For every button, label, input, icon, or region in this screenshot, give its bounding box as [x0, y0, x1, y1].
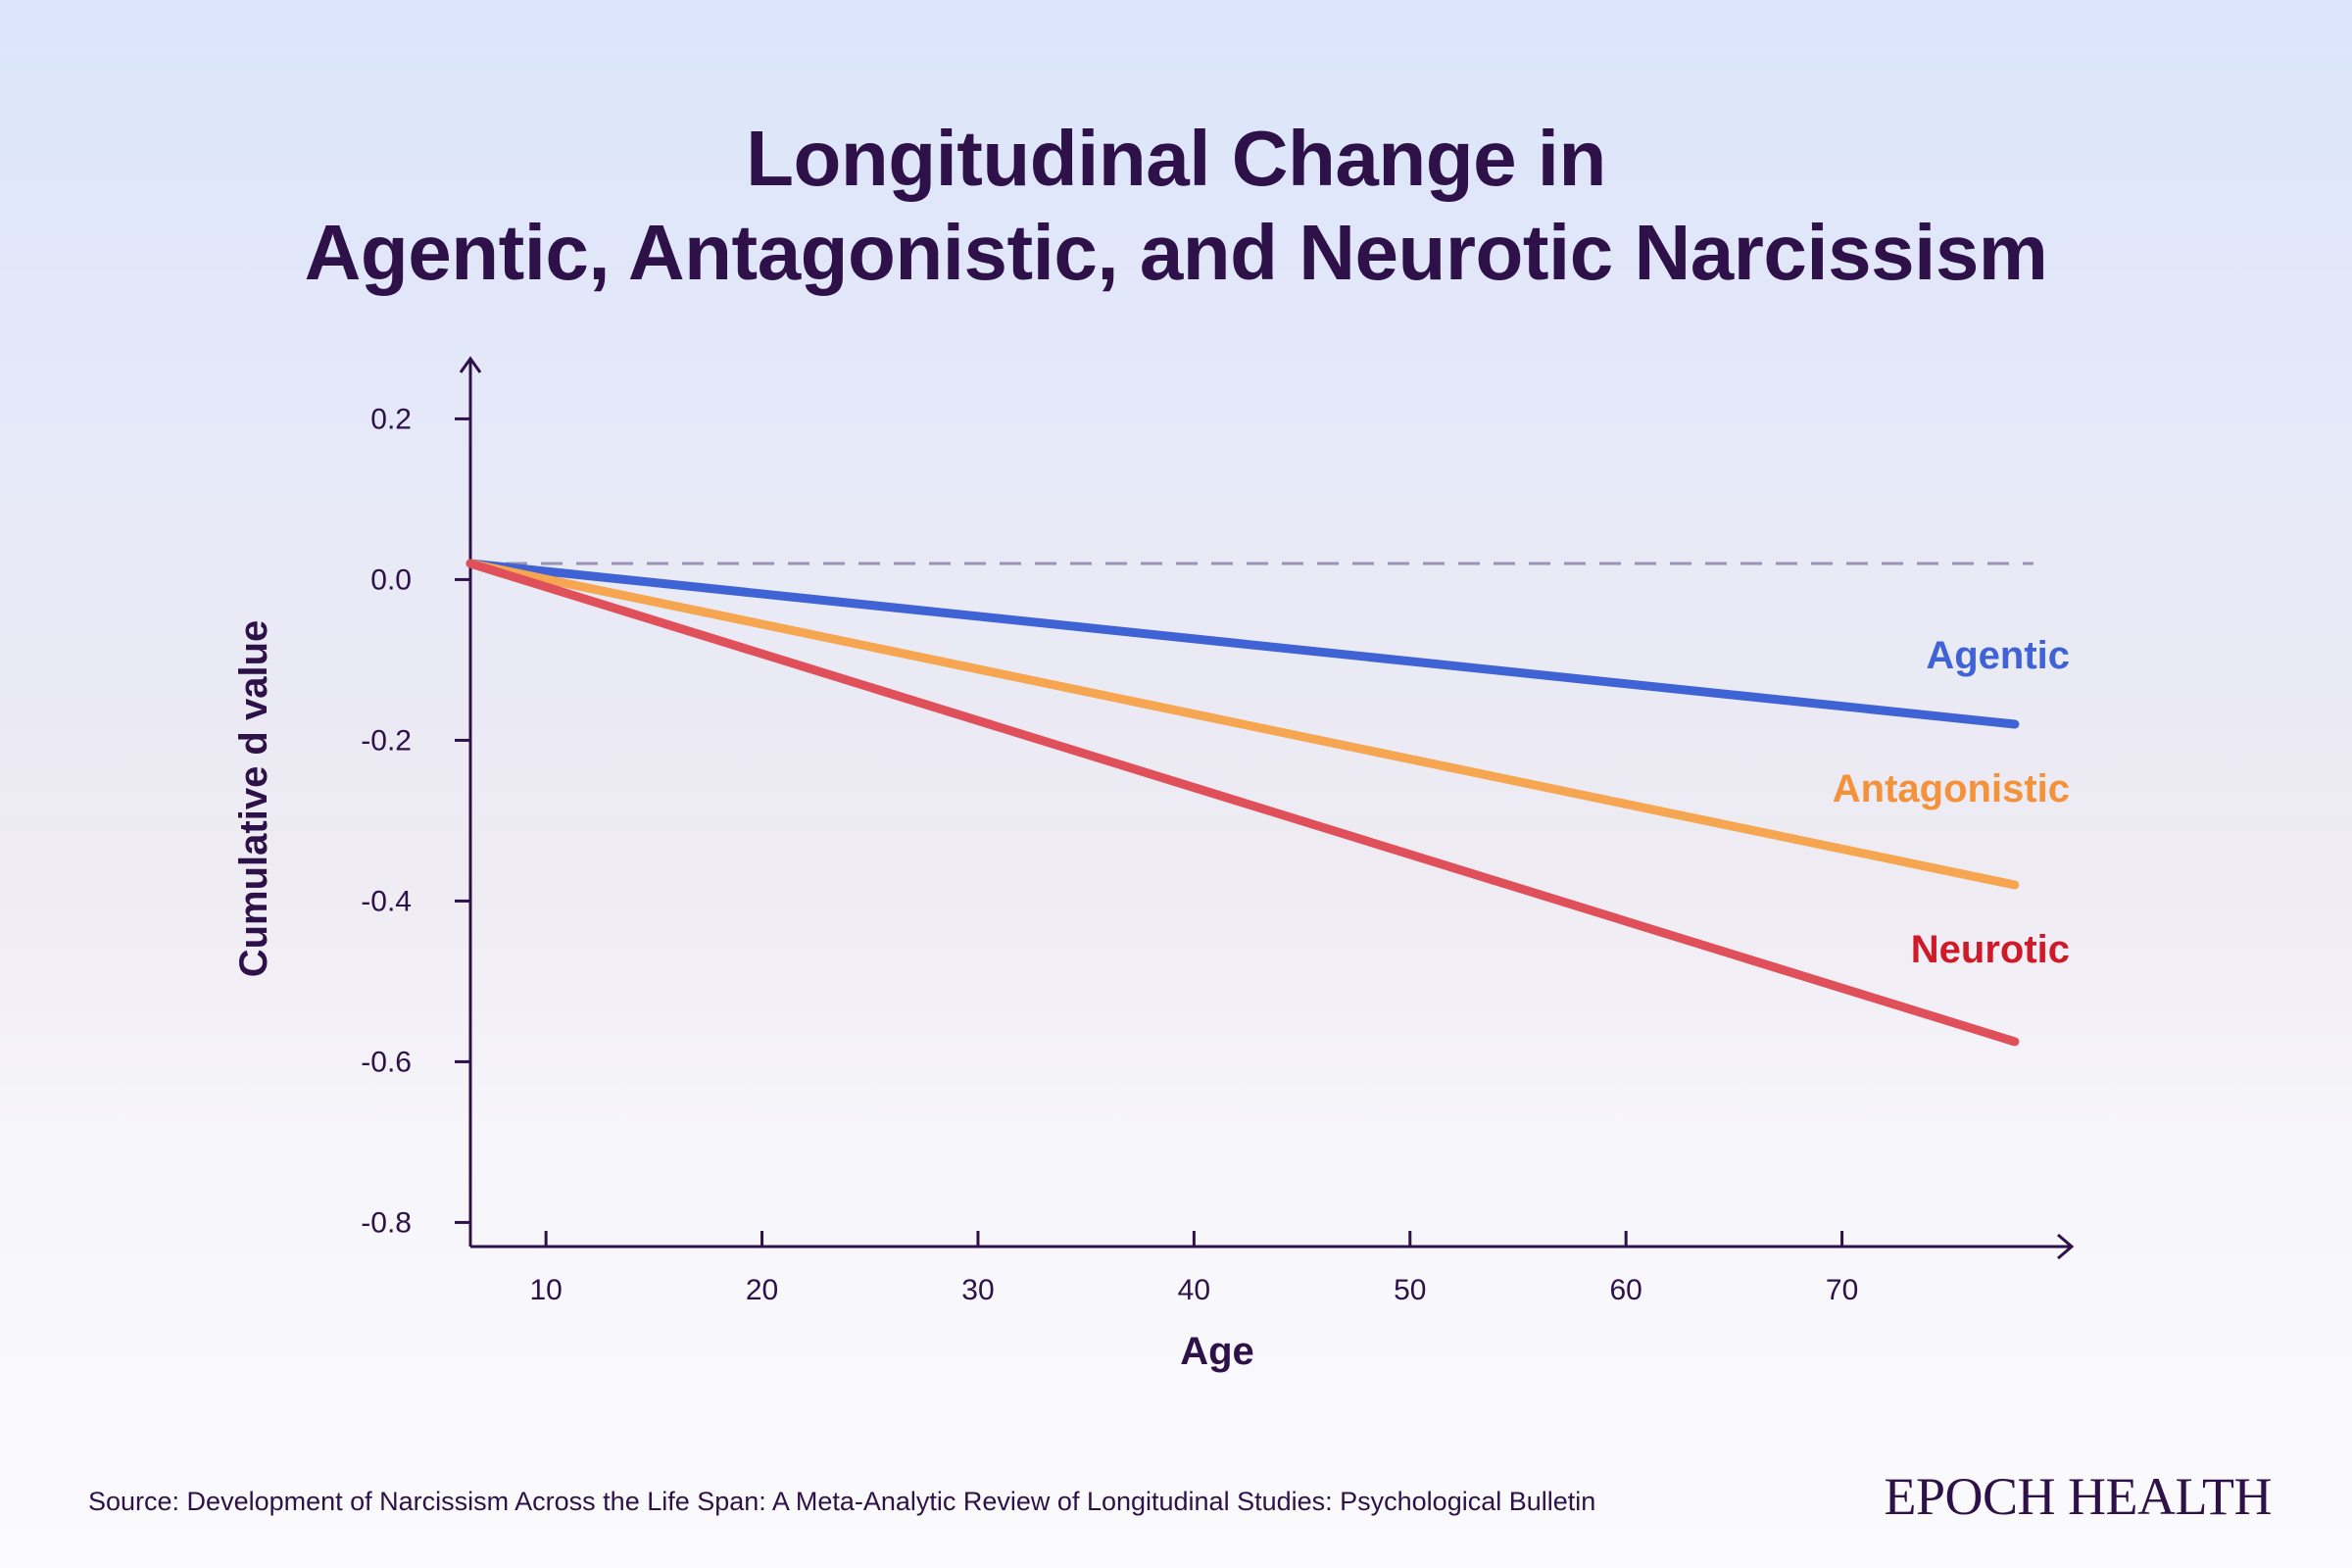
- x-tick-label: 20: [746, 1274, 778, 1306]
- y-axis-title: Cumulative d value: [232, 620, 275, 978]
- series-line-antagonistic: [466, 559, 2020, 890]
- source-note: Source: Development of Narcissism Across…: [88, 1487, 1596, 1516]
- brand-logo: EPOCH HEALTH: [1884, 1467, 2272, 1526]
- x-axis-title: Age: [1180, 1330, 1254, 1373]
- y-tick-label: -0.8: [361, 1206, 412, 1239]
- chart-title-line-1: Longitudinal Change in: [746, 115, 1606, 202]
- y-tick-label: 0.0: [370, 564, 412, 596]
- x-tick-label: 60: [1609, 1274, 1642, 1306]
- x-tick-label: 10: [529, 1274, 562, 1306]
- x-tick-label: 40: [1178, 1274, 1210, 1306]
- series-label-neurotic: Neurotic: [1911, 928, 2070, 971]
- y-tick-label: 0.2: [370, 403, 412, 435]
- y-axis-arrow: [459, 356, 482, 373]
- series-label-antagonistic: Antagonistic: [1833, 767, 2070, 810]
- x-tick-label: 50: [1394, 1274, 1426, 1306]
- series-line-agentic: [466, 559, 2020, 729]
- x-tick-label: 70: [1826, 1274, 1858, 1306]
- chart-title-line-2: Agentic, Antagonistic, and Neurotic Narc…: [304, 209, 2048, 296]
- series-label-agentic: Agentic: [1926, 634, 2070, 677]
- y-tick-label: -0.6: [361, 1046, 412, 1078]
- x-axis-arrow: [2057, 1233, 2075, 1260]
- x-tick-label: 30: [961, 1274, 994, 1306]
- y-tick-label: -0.2: [361, 724, 412, 757]
- y-tick-label: -0.4: [361, 885, 412, 917]
- series-line-neurotic: [466, 559, 2020, 1047]
